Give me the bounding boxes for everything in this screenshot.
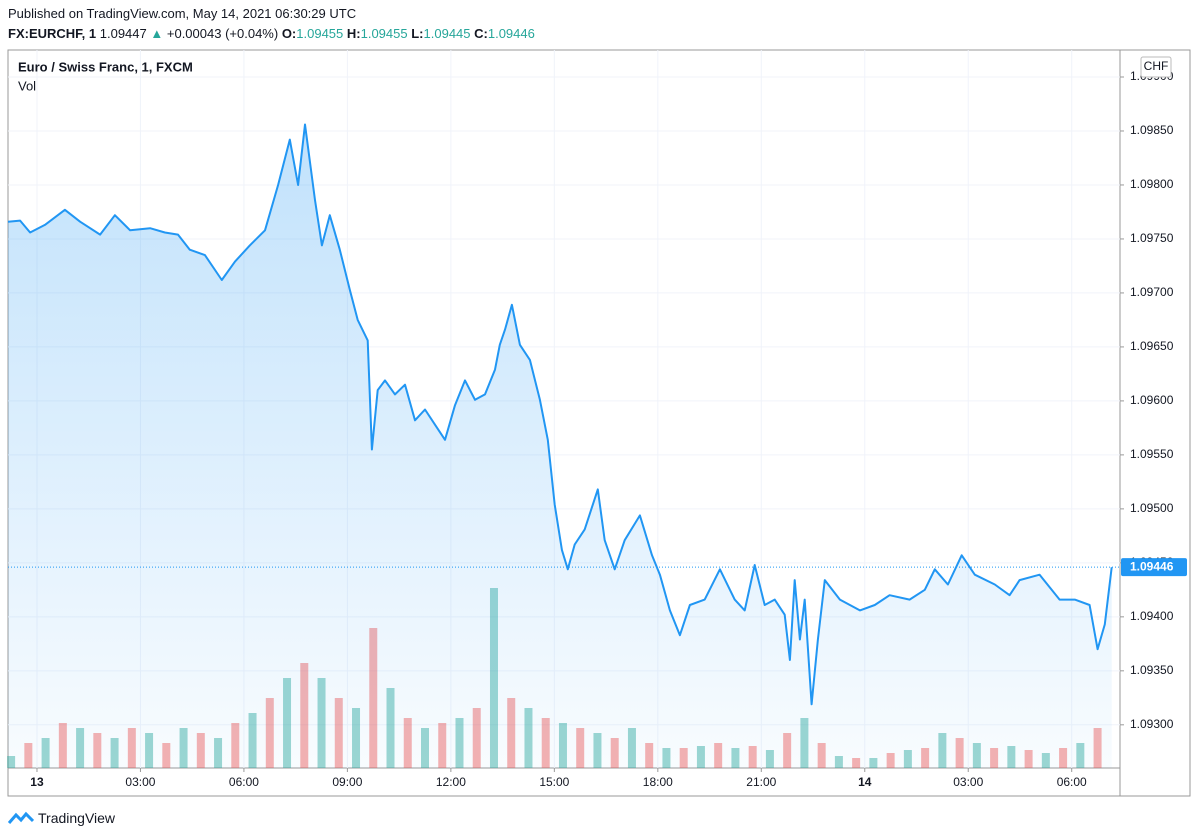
brand: TradingView xyxy=(38,810,116,826)
y-tick-label: 1.09750 xyxy=(1130,231,1174,245)
arrow: ▲ xyxy=(150,26,164,41)
y-tick-label: 1.09300 xyxy=(1130,717,1174,731)
published-line: Published on TradingView.com, May 14, 20… xyxy=(8,6,357,21)
currency-box xyxy=(1140,56,1172,78)
x-tick-label: 06:00 xyxy=(1057,775,1087,789)
y-tick-label: 1.09350 xyxy=(1130,663,1174,677)
x-tick-label: 18:00 xyxy=(643,775,673,789)
chart-title: Euro / Swiss Franc, 1, FXCM xyxy=(18,59,193,74)
x-tick-label: 06:00 xyxy=(229,775,259,789)
price: 1.09447 xyxy=(99,26,147,41)
change: +0.00043 (+0.04%) xyxy=(166,26,279,41)
logo xyxy=(8,811,34,824)
x-tick-label: 13 xyxy=(30,775,44,789)
chart: 1.093001.093501.094001.094501.095001.095… xyxy=(7,49,1191,797)
footer: TradingView xyxy=(8,810,115,826)
y-tick-label: 1.09400 xyxy=(1130,609,1174,623)
x-tick-label: 03:00 xyxy=(125,775,155,789)
area xyxy=(8,124,1112,768)
y-tick-label: 1.09800 xyxy=(1130,177,1174,191)
price-line xyxy=(7,123,1113,706)
c-value: 1.09446 xyxy=(487,26,535,41)
currency: CHF xyxy=(1144,59,1169,73)
x-tick-label: 03:00 xyxy=(953,775,983,789)
volume-label: Vol xyxy=(18,78,36,93)
last-price-box xyxy=(1121,558,1187,577)
o-label: O: xyxy=(281,26,297,41)
y-tick-label: 1.09550 xyxy=(1130,447,1174,461)
symbol-line: FX:EURCHF, 1 1.09447 ▲ +0.00043 (+0.04%)… xyxy=(8,26,535,41)
x-tick-label: 09:00 xyxy=(332,775,362,789)
y-tick-label: 1.09700 xyxy=(1130,285,1174,299)
x-tick-label: 14 xyxy=(858,775,872,789)
symbol: FX:EURCHF, 1 xyxy=(8,26,97,41)
h-label: H: xyxy=(346,26,361,41)
l-value: 1.09445 xyxy=(423,26,471,41)
x-tick-label: 21:00 xyxy=(746,775,776,789)
c-label: C: xyxy=(474,26,488,41)
last-price-label: 1.09446 xyxy=(1130,559,1174,573)
y-tick-label: 1.09850 xyxy=(1130,123,1174,137)
o-value: 1.09455 xyxy=(296,26,344,41)
x-tick-label: 12:00 xyxy=(436,775,466,789)
y-tick-label: 1.09650 xyxy=(1130,339,1174,353)
y-tick-label: 1.09500 xyxy=(1130,501,1174,515)
l-label: L: xyxy=(411,26,424,41)
y-tick-label: 1.09600 xyxy=(1130,393,1174,407)
x-tick-label: 15:00 xyxy=(539,775,569,789)
h-value: 1.09455 xyxy=(360,26,408,41)
